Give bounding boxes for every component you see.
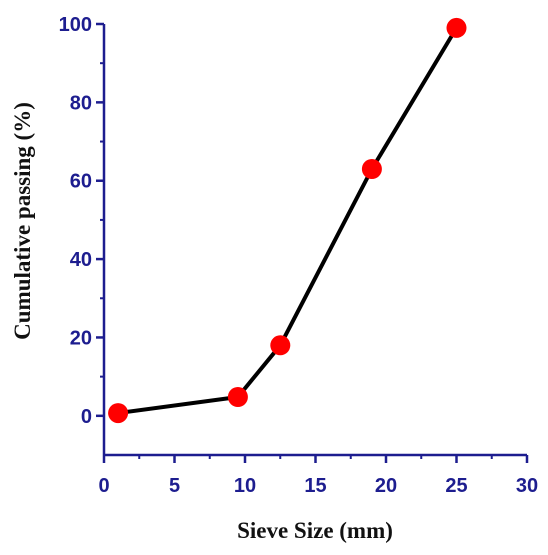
x-tick-label: 15 xyxy=(304,475,326,497)
y-tick-label: 0 xyxy=(81,406,92,428)
y-tick-label: 100 xyxy=(59,14,92,36)
y-tick-label: 60 xyxy=(70,171,92,193)
x-tick-label: 5 xyxy=(169,475,180,497)
series-line xyxy=(116,25,459,416)
data-point-marker xyxy=(270,335,291,356)
x-tick-label: 25 xyxy=(445,475,467,497)
series-layer xyxy=(116,25,459,416)
x-tick-label: 30 xyxy=(516,475,538,497)
y-tick-label: 20 xyxy=(70,327,92,349)
data-point-marker xyxy=(361,159,382,179)
data-point-marker xyxy=(227,387,248,407)
y-tick-label: 40 xyxy=(70,249,92,271)
data-point-marker xyxy=(446,17,467,38)
markers-layer xyxy=(108,17,467,424)
x-tick-label: 20 xyxy=(375,475,397,497)
ticks-layer: 0 5 10 15 20 25 30 0 20 40 60 80 100 xyxy=(59,14,539,497)
y-axis-title: Cumulative passing (%) xyxy=(10,102,35,340)
x-tick-label: 0 xyxy=(98,475,109,497)
x-tick-label: 10 xyxy=(234,475,256,497)
data-point-marker xyxy=(108,403,129,424)
y-tick-label: 80 xyxy=(70,92,92,114)
axes-layer xyxy=(102,24,527,457)
x-axis-title: Sieve Size (mm) xyxy=(237,518,393,543)
